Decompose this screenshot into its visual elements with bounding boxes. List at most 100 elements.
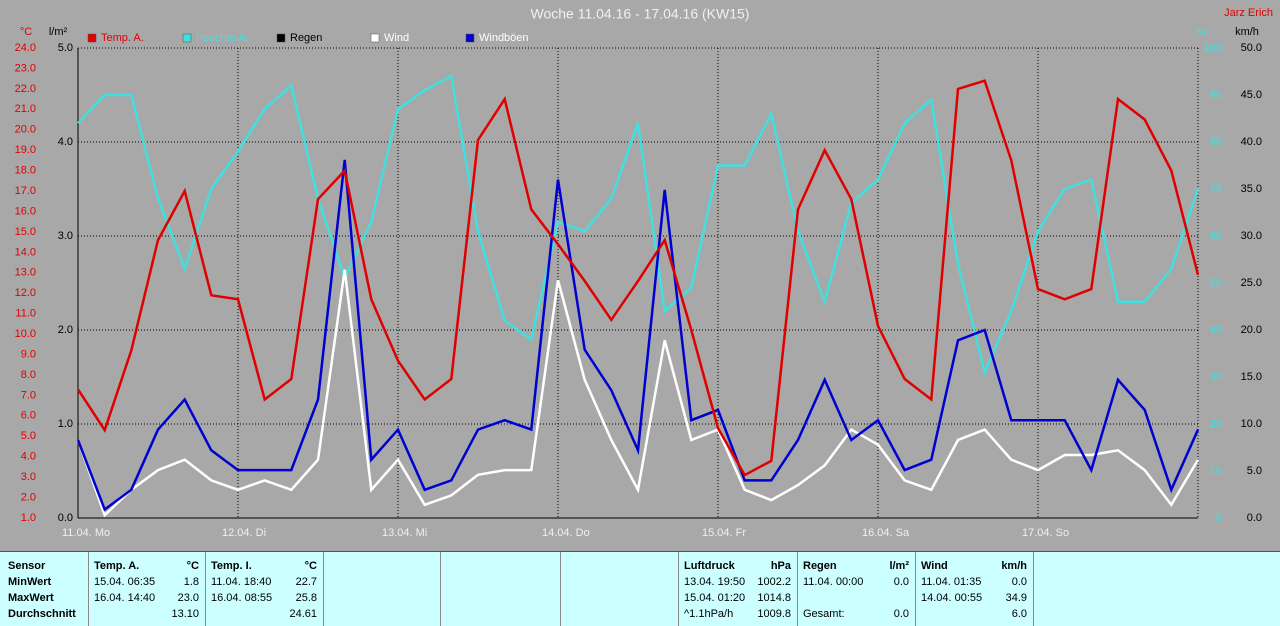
- group-unit: hPa: [770, 560, 791, 572]
- stat-value: 0.0: [893, 608, 909, 620]
- group-unit: °C: [186, 560, 199, 572]
- x-tick-label: 16.04. Sa: [862, 527, 910, 539]
- column-separator: [560, 552, 561, 626]
- y-tick-label: 19.0: [15, 144, 36, 156]
- column-separator: [678, 552, 679, 626]
- y-tick-label: 2.0: [21, 491, 36, 503]
- y4-tick-label: 50.0: [1241, 42, 1262, 54]
- stat-time: 15.04. 01:20: [684, 592, 746, 604]
- column-separator: [205, 552, 206, 626]
- stat-value: 1014.8: [757, 592, 791, 604]
- legend-label: Windböen: [479, 32, 529, 44]
- chart: Woche 11.04.16 - 17.04.16 (KW15) Jarz Er…: [15, 6, 1273, 539]
- row-label: MaxWert: [8, 592, 54, 604]
- stats-table: Sensor MinWert MaxWert Durchschnitt Temp. A.…: [0, 551, 1280, 626]
- y2-tick-label: 0.0: [58, 512, 73, 524]
- y-tick-label: 15.0: [15, 226, 36, 238]
- group-unit: l/m²: [889, 560, 909, 572]
- legend-swatch: [182, 33, 192, 43]
- y4-tick-label: 25.0: [1241, 277, 1262, 289]
- y3-tick-label: 50: [1210, 277, 1222, 289]
- y3-tick-label: 20: [1210, 418, 1222, 430]
- legend-swatch: [465, 33, 475, 43]
- x-tick-label: 17.04. So: [1022, 527, 1069, 539]
- y-tick-label: 9.0: [21, 348, 36, 360]
- column-separator: [915, 552, 916, 626]
- y4-tick-label: 15.0: [1241, 371, 1262, 383]
- y2-tick-label: 4.0: [58, 136, 73, 148]
- y4-tick-label: 40.0: [1241, 136, 1262, 148]
- y4-tick-label: 45.0: [1241, 89, 1262, 101]
- y3-tick-label: 30: [1210, 371, 1222, 383]
- series-line: [76, 159, 1200, 512]
- legend-label: Regen: [290, 32, 322, 44]
- y3-tick-label: 70: [1210, 183, 1222, 195]
- y-tick-label: 21.0: [15, 103, 36, 115]
- y-tick-label: 7.0: [21, 389, 36, 401]
- y3-axis-unit: %: [1196, 26, 1206, 38]
- group-name: Temp. A.: [94, 560, 140, 572]
- y3-tick-label: 80: [1210, 136, 1222, 148]
- stat-time: 13.04. 19:50: [684, 576, 746, 588]
- stat-time: Gesamt:: [803, 608, 845, 620]
- y-tick-label: 3.0: [21, 471, 36, 483]
- y-tick-label: 13.0: [15, 267, 36, 279]
- y-tick-label: 6.0: [21, 410, 36, 422]
- y3-tick-label: 40: [1210, 324, 1222, 336]
- stat-time: ^1.1hPa/h: [684, 608, 734, 620]
- stat-value: 0.0: [1011, 576, 1027, 588]
- y-tick-label: 17.0: [15, 185, 36, 197]
- legend-label: Temp. A.: [101, 32, 144, 44]
- stat-time: 15.04. 06:35: [94, 576, 156, 588]
- y4-tick-label: 5.0: [1247, 465, 1262, 477]
- stat-value: 13.10: [171, 608, 199, 620]
- y4-tick-label: 20.0: [1241, 324, 1262, 336]
- y-tick-label: 5.0: [21, 430, 36, 442]
- group-name: Wind: [921, 560, 948, 572]
- y-tick-label: 14.0: [15, 246, 36, 258]
- column-separator: [88, 552, 89, 626]
- column-separator: [323, 552, 324, 626]
- stat-value: 22.7: [295, 576, 317, 588]
- stat-value: 6.0: [1011, 608, 1027, 620]
- stat-value: 1009.8: [757, 608, 791, 620]
- group-unit: °C: [304, 560, 317, 572]
- x-tick-label: 15.04. Fr: [702, 527, 746, 539]
- y3-tick-label: 10: [1210, 465, 1222, 477]
- y2-tick-label: 3.0: [58, 230, 73, 242]
- y3-tick-label: 0: [1216, 512, 1222, 524]
- legend-label: Wind: [384, 32, 409, 44]
- y-tick-label: 12.0: [15, 287, 36, 299]
- stat-time: 16.04. 14:40: [94, 592, 156, 604]
- legend-swatch: [370, 33, 380, 43]
- stat-time: 11.04. 00:00: [803, 576, 864, 588]
- x-tick-label: 11.04. Mo: [62, 527, 110, 539]
- author: Jarz Erich: [1224, 7, 1273, 19]
- y4-tick-label: 0.0: [1247, 512, 1262, 524]
- stat-time: 16.04. 08:55: [211, 592, 273, 604]
- y2-tick-label: 1.0: [58, 418, 73, 430]
- y-tick-label: 8.0: [21, 369, 36, 381]
- y-tick-label: 1.0: [21, 512, 36, 524]
- y4-tick-label: 30.0: [1241, 230, 1262, 242]
- y-axis-unit: °C: [20, 26, 32, 38]
- stat-value: 24.61: [289, 608, 317, 620]
- stat-value: 25.8: [295, 592, 317, 604]
- group-unit: km/h: [1001, 560, 1027, 572]
- series-line: [76, 269, 1200, 518]
- series-line: [77, 74, 1200, 377]
- y-tick-label: 11.0: [15, 308, 36, 320]
- legend-swatch: [87, 33, 97, 43]
- y2-axis-unit: l/m²: [49, 26, 68, 38]
- y3-tick-label: 100: [1204, 42, 1222, 54]
- row-label: Sensor: [8, 560, 46, 572]
- x-tick-label: 12.04. Di: [222, 527, 266, 539]
- group-name: Regen: [803, 560, 837, 572]
- y3-tick-label: 90: [1210, 89, 1222, 101]
- y-tick-label: 20.0: [15, 124, 36, 136]
- group-name: Luftdruck: [684, 560, 735, 572]
- column-separator: [797, 552, 798, 626]
- stat-value: 1.8: [183, 576, 199, 588]
- y4-tick-label: 35.0: [1241, 183, 1262, 195]
